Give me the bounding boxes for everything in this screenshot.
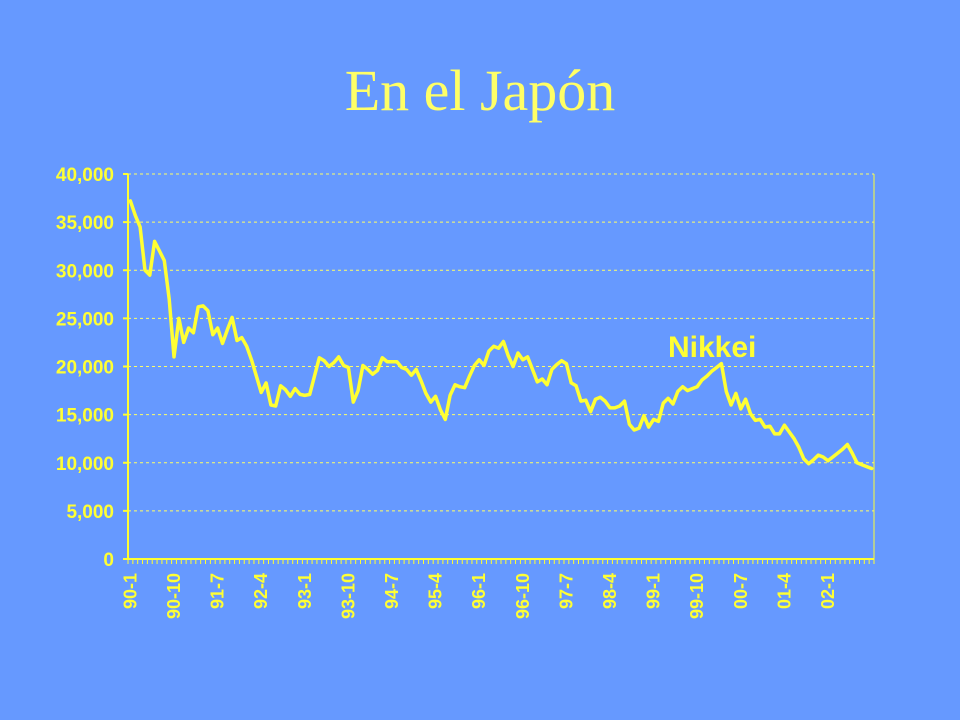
- slide-title: En el Japón: [344, 58, 616, 123]
- x-tick-label: 90-10: [164, 573, 184, 619]
- y-tick-label: 25,000: [56, 309, 114, 330]
- x-tick-label: 96-1: [469, 573, 489, 609]
- x-tick-labels: 90-1 90-10 91-7 92-4 93-1 93-10 94-7 95-4 96-1 96…: [120, 573, 838, 619]
- x-tick-label: 97-7: [556, 573, 576, 609]
- x-tick-label: 92-4: [251, 573, 271, 609]
- x-tick-label: 00-7: [731, 573, 751, 609]
- y-tick-label: 20,000: [56, 358, 114, 379]
- x-tick-label: 99-1: [644, 573, 664, 609]
- y-tick-labels: 0 5,000 10,000 15,000 20,000 25,000 30,000 35,0…: [56, 165, 114, 571]
- y-tick-label: 35,000: [56, 213, 114, 234]
- grid-layer: [128, 173, 874, 512]
- x-tick-label: 01-4: [774, 573, 794, 609]
- x-tick-label: 90-1: [120, 573, 140, 609]
- series-line-nikkei: [128, 199, 874, 471]
- x-tick-label: 02-1: [818, 573, 838, 609]
- x-tick-label: 93-1: [295, 573, 315, 609]
- x-tick-label: 96-10: [513, 573, 533, 619]
- x-tick-label: 95-4: [426, 573, 446, 609]
- x-tick-label: 94-7: [382, 573, 402, 609]
- x-tick-label: 99-10: [687, 573, 707, 619]
- y-tick-label: 15,000: [56, 406, 114, 427]
- x-tick-label: 98-4: [600, 573, 620, 609]
- y-tick-label: 5,000: [66, 502, 114, 523]
- x-tick-label: 91-7: [208, 573, 228, 609]
- series-layer: [128, 199, 874, 471]
- series-label-nikkei: Nikkei: [668, 331, 756, 364]
- y-tick-label: 10,000: [56, 454, 114, 475]
- x-tick-label: 93-10: [338, 573, 358, 619]
- y-tick-label: 30,000: [56, 261, 114, 282]
- y-tick-label: 40,000: [56, 165, 114, 186]
- axis-layer: [123, 173, 875, 564]
- y-tick-label: 0: [103, 550, 114, 571]
